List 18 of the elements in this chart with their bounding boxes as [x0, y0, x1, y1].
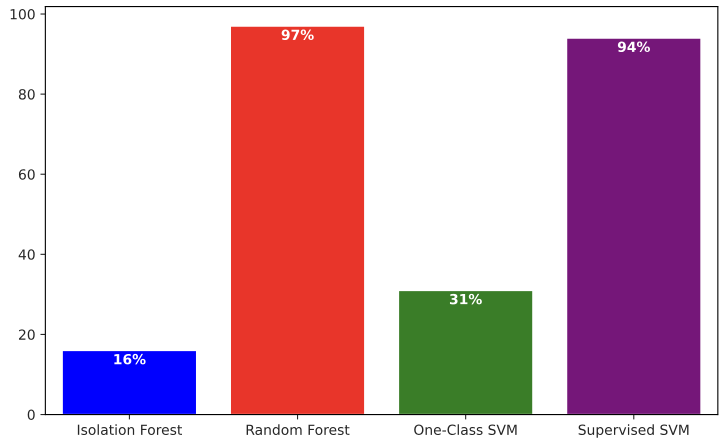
bar — [566, 37, 702, 415]
bar — [61, 350, 198, 415]
data-label: 16% — [114, 354, 146, 364]
y-tick-label: 80 — [18, 89, 35, 100]
x-tick-label: Supervised SVM — [578, 424, 688, 438]
data-label: 97% — [282, 30, 314, 40]
x-tick-label: One-Class SVM — [414, 424, 517, 436]
data-label: 31% — [450, 294, 482, 304]
bar — [230, 25, 366, 415]
data-label: 94% — [618, 42, 650, 52]
x-tick-label: Isolation Forest — [78, 424, 182, 436]
bar — [398, 290, 534, 415]
x-tick-label: Random Forest — [246, 424, 350, 436]
y-tick-label: 20 — [18, 329, 35, 340]
y-tick-label: 100 — [10, 8, 35, 20]
y-tick-label: 40 — [18, 249, 35, 260]
y-tick-label: 0 — [28, 410, 35, 420]
y-tick-label: 60 — [18, 169, 35, 180]
